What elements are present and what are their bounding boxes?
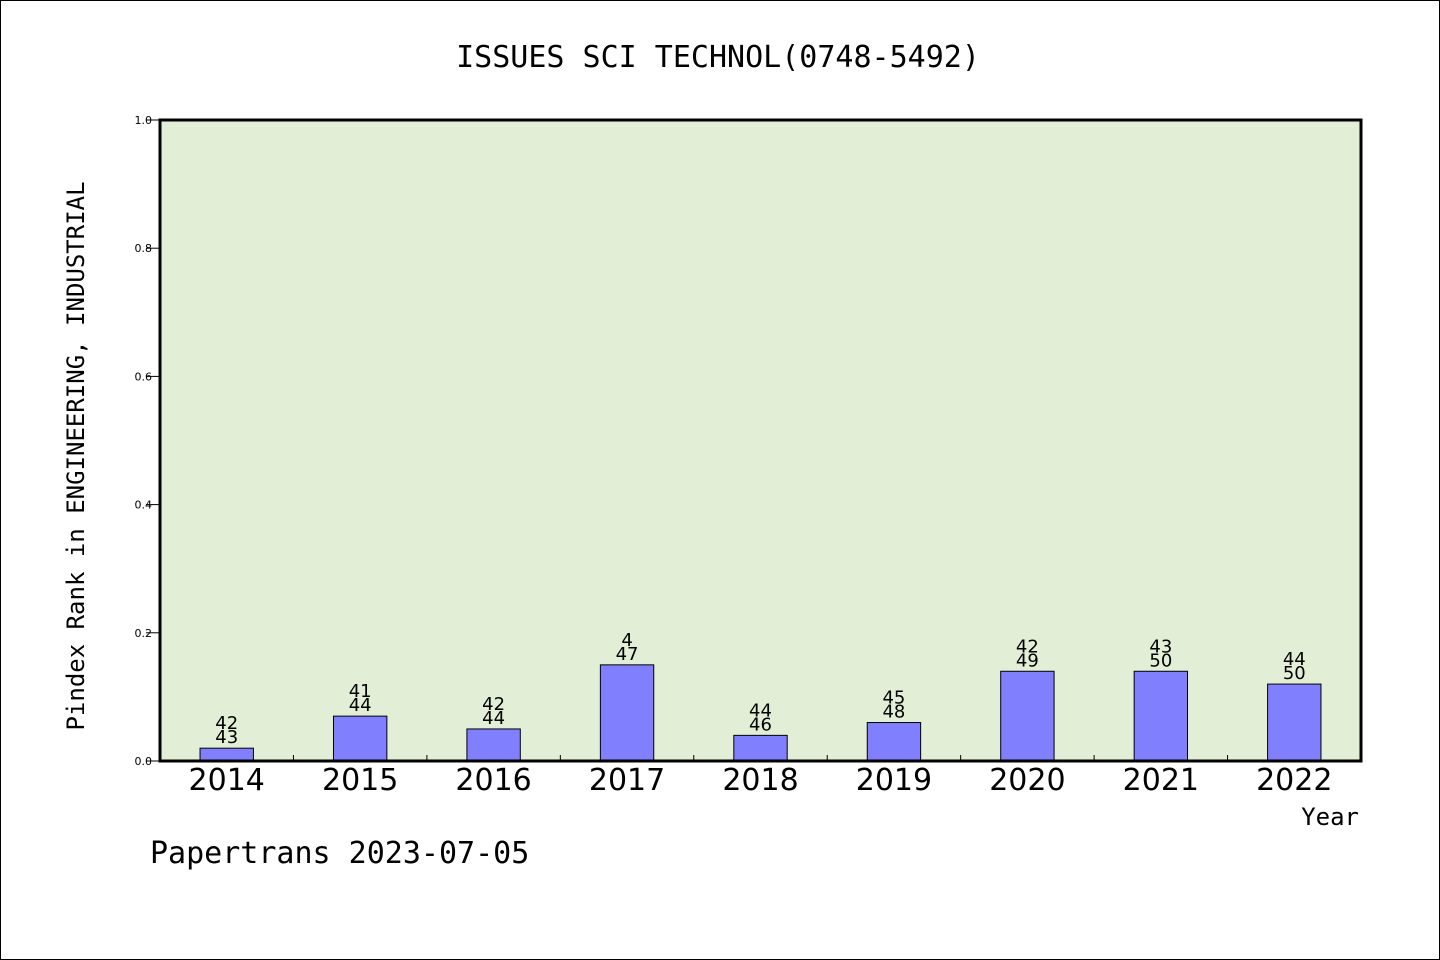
bar-total-label: 44: [349, 695, 372, 716]
bar-total-label: 50: [1283, 663, 1306, 684]
x-tick-label: 2014: [189, 763, 265, 798]
bar: [332, 715, 388, 762]
plot-area: [160, 120, 1361, 761]
bar: [599, 664, 655, 762]
bar-rank-label: 4: [621, 630, 632, 651]
bar: [466, 728, 521, 762]
x-tick-label: 2016: [455, 763, 531, 798]
bar: [199, 747, 254, 762]
bar-rank-label: 42: [482, 694, 505, 715]
bar-total-label: 49: [1016, 650, 1039, 671]
bar-rank-label: 42: [215, 713, 238, 734]
x-tick-label: 2022: [1256, 763, 1332, 798]
plot-border: [158, 118, 1363, 763]
x-axis-label: Year: [1301, 803, 1359, 831]
bar-total-label: 44: [482, 708, 505, 729]
y-tick-label: 0.8: [135, 242, 153, 255]
y-tick-label: 1.0: [135, 114, 153, 127]
bar-total-label: 50: [1149, 650, 1172, 671]
x-tick-label: 2018: [722, 763, 798, 798]
y-axis-label: Pindex Rank in ENGINEERING, INDUSTRIAL: [62, 181, 90, 730]
bar: [1267, 683, 1322, 762]
bar: [733, 734, 788, 762]
chart-title: ISSUES SCI TECHNOL(0748-5492): [456, 40, 980, 75]
bar-rank-label: 41: [349, 681, 372, 702]
bar-total-label: 46: [749, 714, 772, 735]
bar-rank-label: 44: [1283, 649, 1306, 670]
bar: [1133, 670, 1189, 762]
bar-total-label: 48: [882, 702, 905, 723]
x-tick-label: 2021: [1123, 763, 1199, 798]
bar-rank-label: 45: [882, 688, 905, 709]
y-tick-label: 0.6: [135, 370, 153, 383]
footer-credit: Papertrans 2023-07-05: [150, 836, 529, 871]
bar-total-label: 47: [616, 644, 639, 665]
bar-rank-label: 43: [1149, 636, 1172, 657]
x-tick-label: 2020: [989, 763, 1065, 798]
y-tick-label: 0.0: [135, 755, 153, 768]
bar-rank-label: 44: [749, 700, 772, 721]
bar-total-label: 43: [215, 727, 238, 748]
y-tick-label: 0.4: [135, 499, 153, 512]
bar: [866, 722, 922, 762]
y-tick-label: 0.2: [135, 627, 153, 640]
bar: [1000, 670, 1055, 762]
x-axis: 2014 2015 2016 2017 2018 2019 2020 2021 2022: [189, 755, 1332, 798]
bar-rank-label: 42: [1016, 636, 1039, 657]
x-tick-label: 2019: [856, 763, 932, 798]
x-tick-label: 2017: [589, 763, 665, 798]
x-tick-label: 2015: [322, 763, 398, 798]
y-axis: 0.0 0.2 0.4 0.6 0.8 1.0: [135, 114, 160, 768]
